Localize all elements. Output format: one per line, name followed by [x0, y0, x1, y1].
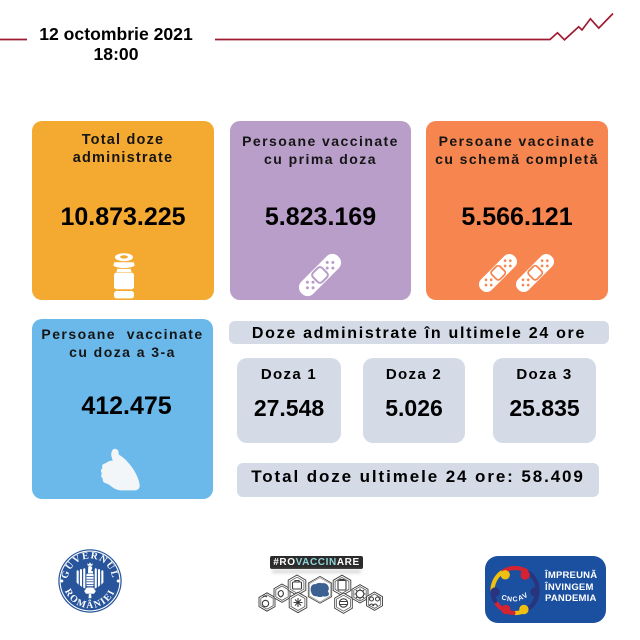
svg-text:CNCAV: CNCAV	[500, 592, 530, 604]
